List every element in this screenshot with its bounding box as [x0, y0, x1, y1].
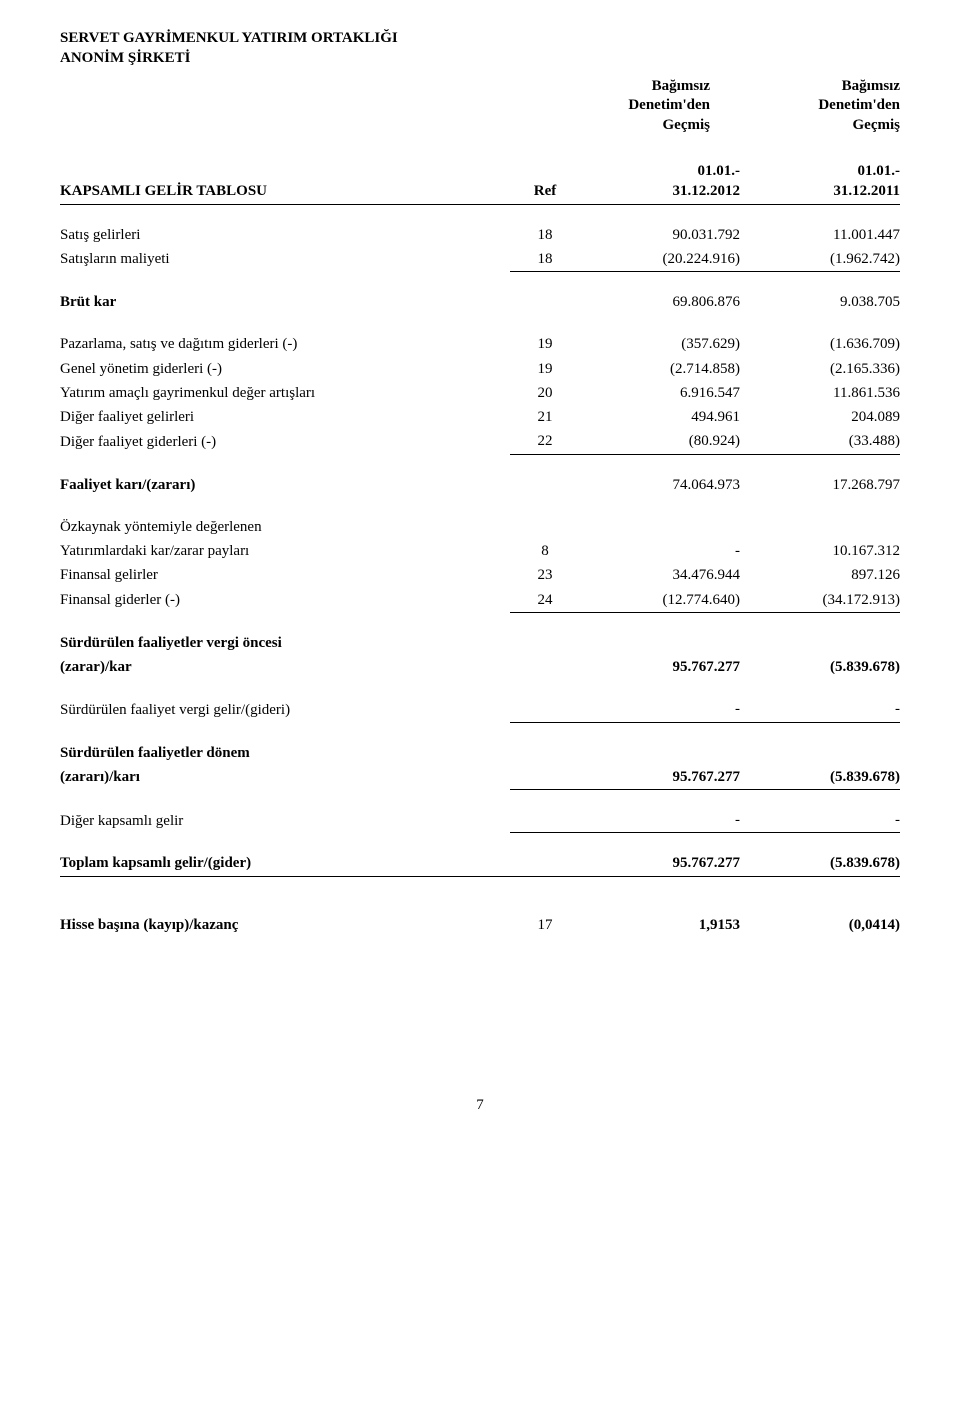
table-row: Diğer faaliyet giderleri (-) 22 (80.924)… — [60, 429, 900, 454]
company-line2: ANONİM ŞİRKETİ — [60, 50, 190, 66]
company-name: SERVET GAYRİMENKUL YATIRIM ORTAKLIĞI ANO… — [60, 28, 900, 69]
income-statement-table: KAPSAMLI GELİR TABLOSU Ref 01.01.- 31.12… — [60, 141, 900, 937]
table-row: Pazarlama, satış ve dağıtım giderleri (-… — [60, 332, 900, 356]
table-row: Finansal giderler (-) 24 (12.774.640) (3… — [60, 588, 900, 613]
table-row: Genel yönetim giderleri (-) 19 (2.714.85… — [60, 357, 900, 381]
period2-header: 01.01.- 31.12.2011 — [740, 159, 900, 204]
table-row: Finansal gelirler 23 34.476.944 897.126 — [60, 563, 900, 587]
table-row: Diğer kapsamlı gelir - - — [60, 808, 900, 833]
table-row: Sürdürülen faaliyetler dönem — [60, 741, 900, 765]
audit-header-col2: Bağımsız Denetim'den Geçmiş — [740, 77, 900, 136]
table-row: Toplam kapsamlı gelir/(gider) 95.767.277… — [60, 851, 900, 876]
table-row: Diğer faaliyet gelirleri 21 494.961 204.… — [60, 405, 900, 429]
table-row: Faaliyet karı/(zararı) 74.064.973 17.268… — [60, 473, 900, 497]
audit-header-col1: Bağımsız Denetim'den Geçmiş — [550, 77, 710, 136]
table-row: Yatırım amaçlı gayrimenkul değer artışla… — [60, 381, 900, 405]
table-row: Özkaynak yöntemiyle değerlenen — [60, 515, 900, 539]
table-row: Yatırımlardaki kar/zarar payları 8 - 10.… — [60, 539, 900, 563]
page-number: 7 — [60, 1097, 900, 1114]
table-title: KAPSAMLI GELİR TABLOSU — [60, 159, 510, 204]
company-line1: SERVET GAYRİMENKUL YATIRIM ORTAKLIĞI — [60, 30, 398, 46]
table-row: Brüt kar 69.806.876 9.038.705 — [60, 290, 900, 314]
table-row: Sürdürülen faaliyet vergi gelir/(gideri)… — [60, 697, 900, 722]
ref-header: Ref — [510, 159, 580, 204]
table-row: Satış gelirleri 18 90.031.792 11.001.447 — [60, 223, 900, 247]
audit-header-block: Bağımsız Denetim'den Geçmiş Bağımsız Den… — [60, 77, 900, 136]
table-row: (zararı)/karı 95.767.277 (5.839.678) — [60, 765, 900, 790]
table-row: Hisse başına (kayıp)/kazanç 17 1,9153 (0… — [60, 913, 900, 937]
table-row: Satışların maliyeti 18 (20.224.916) (1.9… — [60, 247, 900, 272]
period1-header: 01.01.- 31.12.2012 — [580, 159, 740, 204]
table-row: (zarar)/kar 95.767.277 (5.839.678) — [60, 655, 900, 679]
table-row: Sürdürülen faaliyetler vergi öncesi — [60, 631, 900, 655]
